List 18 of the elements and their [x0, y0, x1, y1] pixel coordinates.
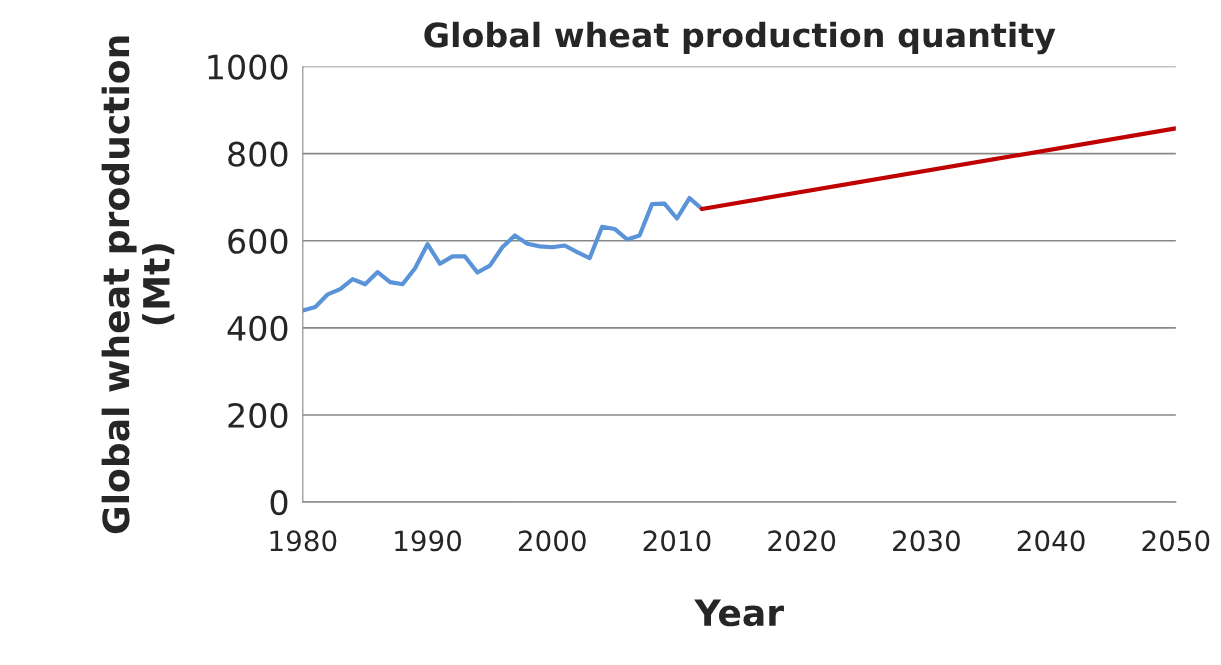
- x-tick-label: 2020: [768, 530, 836, 552]
- y-tick-label: 600: [228, 228, 288, 254]
- y-tick-label: 800: [228, 141, 288, 167]
- y-axis-title: Global wheat production (Mt): [101, 36, 175, 534]
- line-series: [302, 195, 704, 313]
- y-tick-label: 1000: [208, 54, 288, 80]
- x-tick-label: 2030: [893, 530, 960, 552]
- x-tick-label: 2000: [518, 530, 586, 552]
- y-tick-label: 0: [270, 490, 288, 516]
- x-tick-label: 2050: [1142, 530, 1210, 552]
- x-tick-label: 2010: [643, 530, 711, 552]
- x-tick-label: 1980: [270, 530, 337, 552]
- x-tick-label: 1990: [395, 530, 462, 552]
- x-tick-label: 2040: [1017, 530, 1085, 552]
- chart-title: Global wheat production quantity: [424, 21, 1056, 55]
- x-axis-title: Year: [694, 599, 784, 627]
- y-tick-label: 400: [227, 315, 288, 341]
- y-tick-label: 200: [228, 402, 288, 429]
